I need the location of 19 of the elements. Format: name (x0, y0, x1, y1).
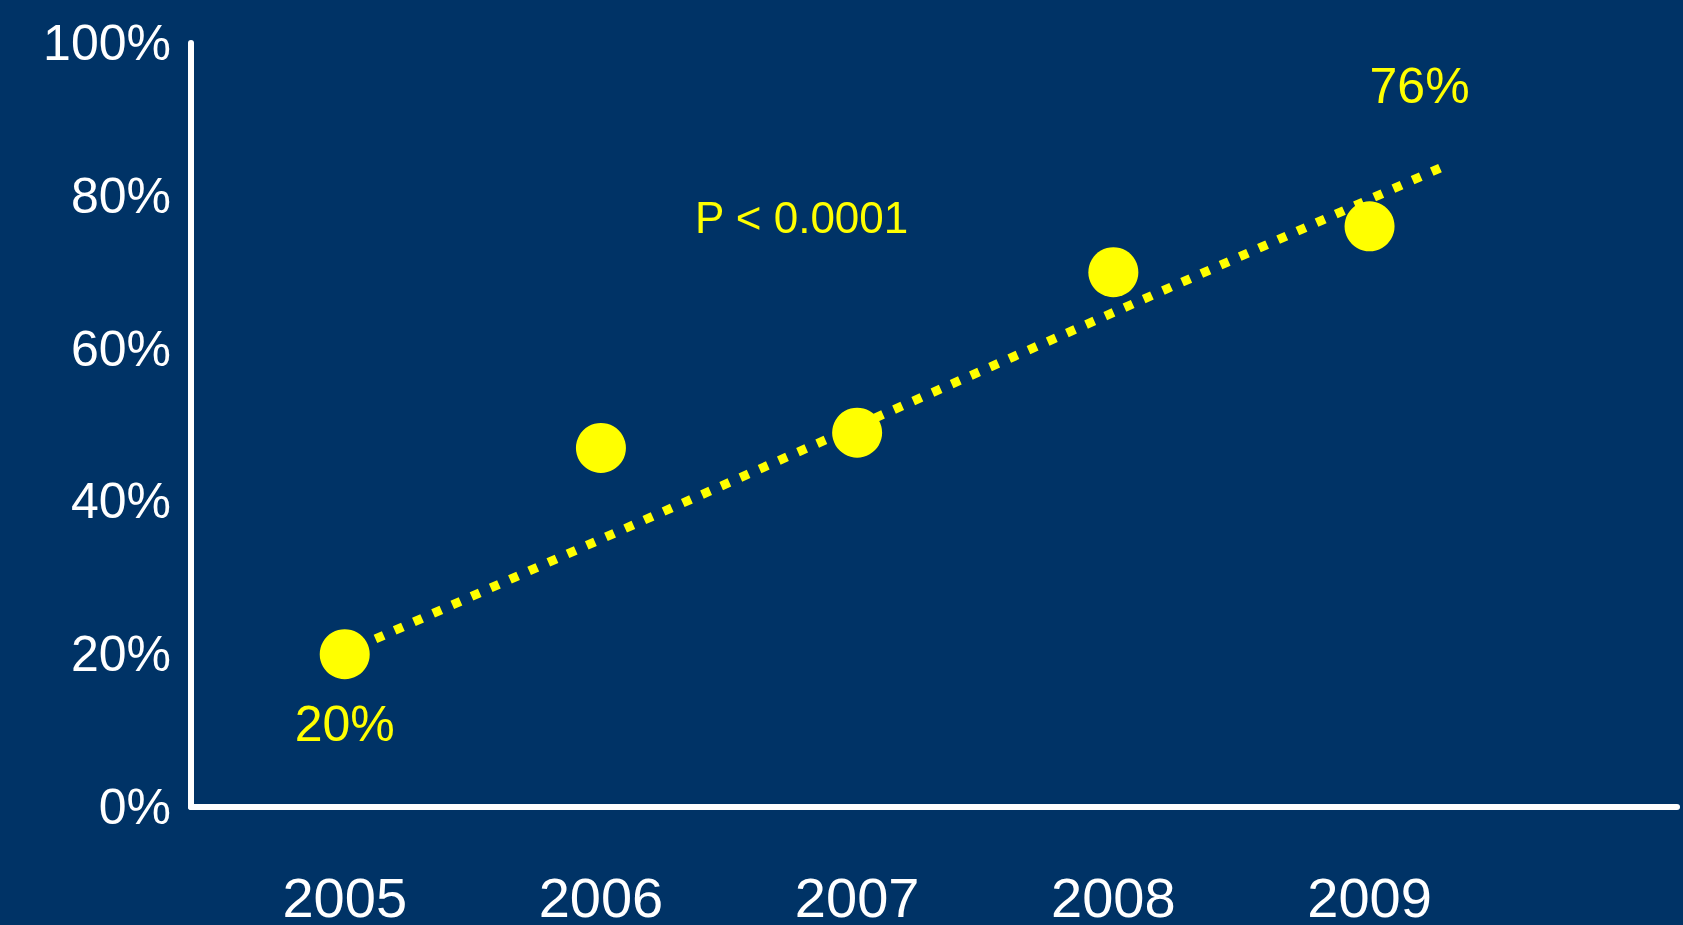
x-tick-label: 2009 (1307, 865, 1432, 925)
data-label: 76% (1369, 58, 1470, 115)
point (1088, 247, 1139, 298)
point (1344, 201, 1395, 252)
annotation: P < 0.0001 (695, 192, 909, 242)
x-tick-label: 2005 (282, 865, 408, 925)
y-tick-label: 20% (70, 626, 171, 683)
data-label: 20% (294, 696, 395, 753)
y-tick-label: 40% (70, 473, 171, 530)
point (319, 629, 370, 680)
x-tick-label: 2006 (538, 865, 664, 925)
y-tick-label: 60% (70, 320, 171, 377)
y-tick-label: 0% (98, 779, 171, 835)
point (832, 407, 883, 458)
y-tick-label: 100% (43, 15, 171, 71)
x-tick-label: 2008 (1051, 865, 1176, 925)
point (575, 422, 626, 473)
y-tick-label: 80% (70, 167, 171, 224)
x-tick-label: 2007 (794, 865, 920, 925)
